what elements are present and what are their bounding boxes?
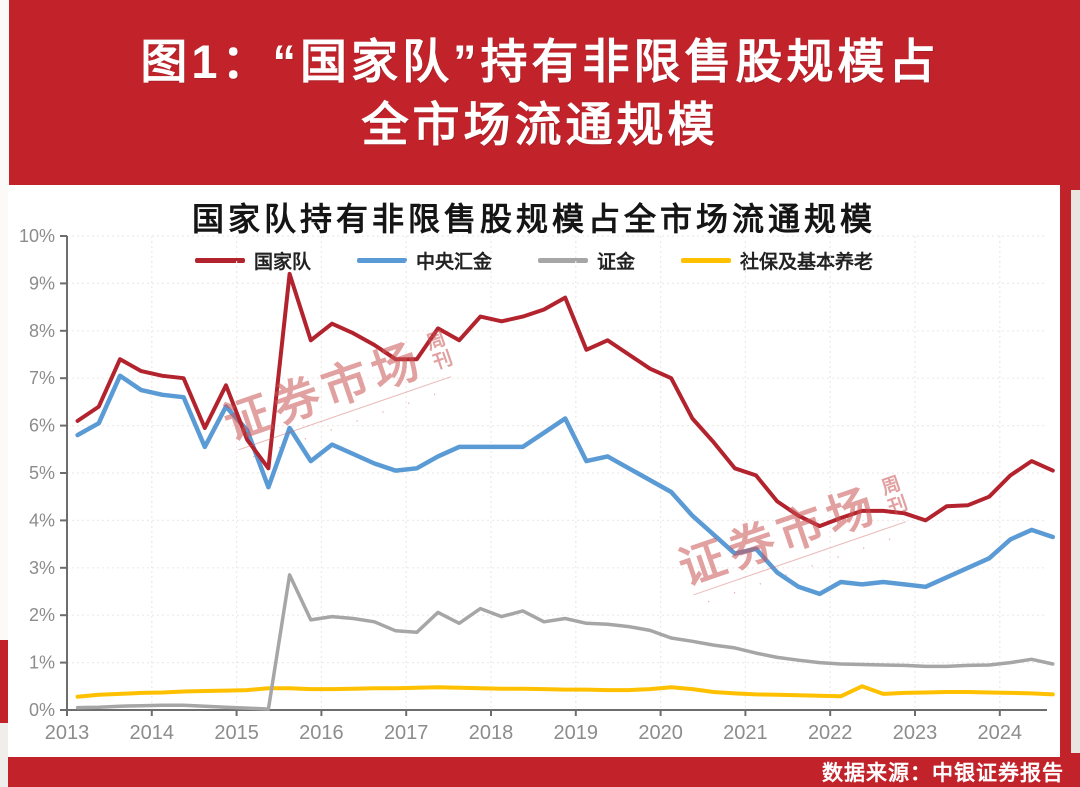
y-tick-label: 3% xyxy=(29,558,55,578)
x-tick-label: 2022 xyxy=(808,722,853,744)
y-tick-label: 0% xyxy=(29,700,55,720)
y-tick-label: 8% xyxy=(29,321,55,341)
y-tick-label: 9% xyxy=(29,273,55,293)
legend-item-shebao: 社保及基本养老 xyxy=(681,247,873,274)
legend: 国家队 中央汇金 证金 社保及基本养老 xyxy=(8,247,1060,274)
x-tick-label: 2019 xyxy=(554,722,599,744)
x-tick-label: 2015 xyxy=(214,722,259,744)
chart-plot: 0% 1% 2% 3% 4% 5% 6% 7% 8% 9% 10% 2013 2014 2015 2016 2… xyxy=(19,226,1056,744)
y-tick-label: 2% xyxy=(29,605,55,625)
x-tick-label: 2023 xyxy=(893,722,938,744)
legend-item-guojiadui: 国家队 xyxy=(194,247,311,274)
legend-swatch-gray xyxy=(538,258,588,263)
legend-item-zhengjin: 证金 xyxy=(538,247,635,274)
banner: 图1：“国家队”持有非限售股规模占 全市场流通规模 xyxy=(0,0,1080,185)
series-line-0 xyxy=(75,271,1055,529)
x-tick-label: 2021 xyxy=(723,722,768,744)
legend-label: 中央汇金 xyxy=(415,252,492,273)
legend-swatch-yellow xyxy=(681,258,732,263)
series-line-2 xyxy=(75,573,1055,711)
x-tick-label: 2020 xyxy=(638,722,683,744)
source-bar: 数据来源：中银证券报告 xyxy=(8,757,1080,787)
page-edge-left xyxy=(0,0,9,640)
legend-item-zhongyanghuijin: 中央汇金 xyxy=(356,247,492,274)
y-tick-label: 6% xyxy=(29,416,55,436)
x-tick-label: 2013 xyxy=(45,722,90,744)
x-tick-label: 2014 xyxy=(130,722,175,744)
data-source-text: 数据来源：中银证券报告 xyxy=(822,762,1064,785)
page-edge-right xyxy=(1071,190,1080,753)
legend-swatch-blue xyxy=(356,258,407,263)
figure-title-line1: 图1：“国家队”持有非限售股规模占 xyxy=(140,34,940,88)
chart-title: 国家队持有非限售股规模占全市场流通规模 xyxy=(191,201,876,237)
figure-title-line2: 全市场流通规模 xyxy=(361,97,719,151)
y-tick-label: 1% xyxy=(29,653,55,673)
legend-swatch-red xyxy=(194,258,245,263)
y-tick-label: 10% xyxy=(19,226,55,246)
legend-label: 证金 xyxy=(597,252,636,273)
y-tick-label: 5% xyxy=(29,463,55,483)
series-line-1 xyxy=(75,373,1056,597)
x-tick-label: 2018 xyxy=(469,722,514,744)
legend-label: 社保及基本养老 xyxy=(740,252,874,273)
x-tick-label: 2024 xyxy=(978,722,1023,744)
y-tick-label: 7% xyxy=(29,368,55,388)
legend-label: 国家队 xyxy=(253,252,311,273)
chart-panel: 国家队持有非限售股规模占全市场流通规模 国家队 中央汇金 证金 社保及基本养老 … xyxy=(8,185,1060,757)
page-edge-left-bottom xyxy=(0,723,9,787)
series-line-3 xyxy=(75,684,1055,699)
x-tick-label: 2017 xyxy=(384,722,429,744)
x-tick-label: 2016 xyxy=(299,722,344,744)
y-tick-label: 4% xyxy=(29,510,55,530)
